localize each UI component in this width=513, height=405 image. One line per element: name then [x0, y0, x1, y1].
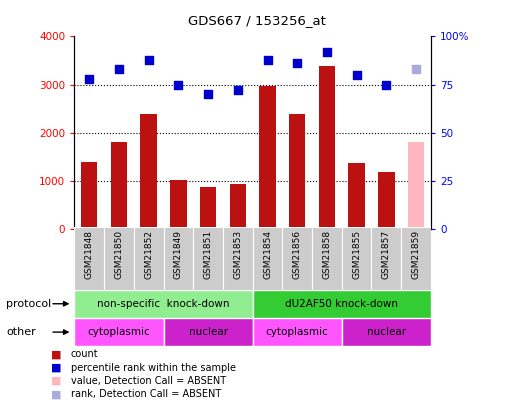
Bar [141, 114, 157, 229]
Text: GSM21854: GSM21854 [263, 230, 272, 279]
Bar [348, 164, 365, 229]
Text: GSM21849: GSM21849 [174, 230, 183, 279]
Text: nuclear: nuclear [188, 327, 228, 337]
Bar [81, 162, 97, 229]
Point [174, 81, 183, 88]
Bar [170, 180, 187, 229]
Text: GSM21856: GSM21856 [293, 230, 302, 279]
Text: GSM21857: GSM21857 [382, 230, 391, 279]
Text: GSM21855: GSM21855 [352, 230, 361, 279]
Bar [371, 227, 401, 290]
Text: value, Detection Call = ABSENT: value, Detection Call = ABSENT [71, 376, 226, 386]
Text: GSM21853: GSM21853 [233, 230, 242, 279]
Bar [342, 227, 371, 290]
Bar [312, 227, 342, 290]
Text: GSM21858: GSM21858 [323, 230, 331, 279]
Text: GSM21848: GSM21848 [85, 230, 94, 279]
Bar [289, 114, 305, 229]
Bar [408, 142, 424, 229]
Bar [223, 227, 252, 290]
Point [412, 66, 420, 72]
Text: cytoplasmic: cytoplasmic [88, 327, 150, 337]
Point [293, 60, 301, 67]
Text: ■: ■ [51, 390, 62, 399]
Bar [319, 66, 335, 229]
Text: dU2AF50 knock-down: dU2AF50 knock-down [285, 299, 398, 309]
Bar [134, 227, 164, 290]
Text: other: other [6, 327, 36, 337]
Text: ■: ■ [51, 363, 62, 373]
Text: non-specific  knock-down: non-specific knock-down [97, 299, 230, 309]
Bar [74, 227, 104, 290]
Bar [111, 142, 127, 229]
Point [115, 66, 123, 72]
Point [382, 81, 390, 88]
Bar [252, 290, 431, 318]
Point [145, 56, 153, 63]
Text: GDS667 / 153256_at: GDS667 / 153256_at [188, 14, 325, 27]
Bar [230, 183, 246, 229]
Point [85, 76, 93, 82]
Bar [342, 318, 431, 346]
Bar [260, 87, 275, 229]
Bar [378, 172, 394, 229]
Point [204, 91, 212, 98]
Text: GSM21859: GSM21859 [411, 230, 421, 279]
Text: nuclear: nuclear [367, 327, 406, 337]
Bar [200, 186, 216, 229]
Point [352, 72, 361, 78]
Text: GSM21852: GSM21852 [144, 230, 153, 279]
Bar [193, 227, 223, 290]
Text: rank, Detection Call = ABSENT: rank, Detection Call = ABSENT [71, 390, 221, 399]
Point [263, 56, 271, 63]
Point [234, 87, 242, 94]
Text: percentile rank within the sample: percentile rank within the sample [71, 363, 236, 373]
Bar [401, 227, 431, 290]
Bar [252, 318, 342, 346]
Bar [104, 227, 134, 290]
Point [323, 49, 331, 55]
Bar [74, 318, 164, 346]
Bar [252, 227, 282, 290]
Text: cytoplasmic: cytoplasmic [266, 327, 329, 337]
Bar [164, 318, 252, 346]
Text: ■: ■ [51, 376, 62, 386]
Text: ■: ■ [51, 350, 62, 359]
Text: count: count [71, 350, 98, 359]
Text: GSM21850: GSM21850 [114, 230, 124, 279]
Text: GSM21851: GSM21851 [204, 230, 212, 279]
Text: protocol: protocol [6, 299, 51, 309]
Bar [282, 227, 312, 290]
Bar [74, 290, 252, 318]
Bar [164, 227, 193, 290]
